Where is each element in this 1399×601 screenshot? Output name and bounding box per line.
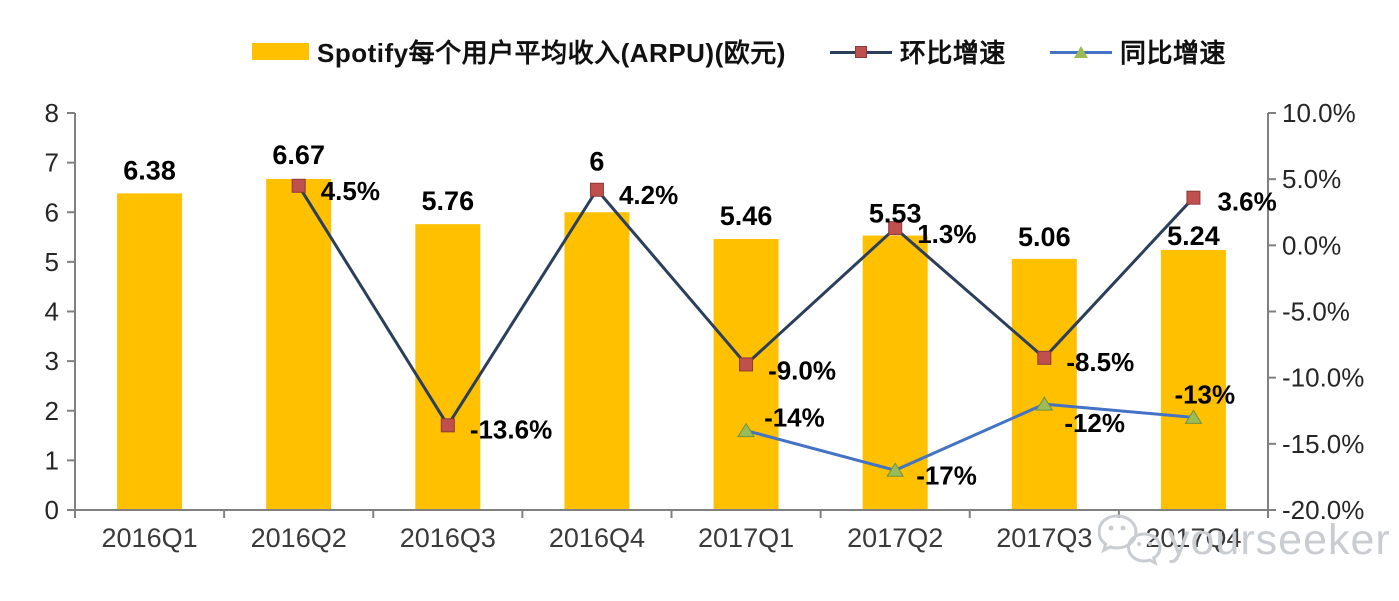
legend-label-qoq: 环比增速 <box>899 38 1006 68</box>
yoy-point-label: -13% <box>1174 379 1235 409</box>
x-axis-category-label: 2017Q1 <box>698 523 794 553</box>
arpu-bar <box>1160 249 1226 510</box>
qoq-marker <box>589 182 604 197</box>
chart-legend: Spotify每个用户平均收入(ARPU)(欧元) 环比增速 同比增速 <box>252 33 1226 70</box>
yoy-point-label: -14% <box>764 403 825 433</box>
yoy-marker <box>737 422 755 438</box>
yoy-point-label: -17% <box>916 460 977 490</box>
yoy-point-label: -12% <box>1064 408 1125 438</box>
qoq-marker <box>440 418 455 433</box>
right-axis-tick-label: -5.0% <box>1282 297 1350 327</box>
x-axis-category-label: 2017Q4 <box>1145 523 1241 553</box>
arpu-value-label: 5.24 <box>1167 221 1220 251</box>
arpu-value-label: 5.06 <box>1018 222 1071 252</box>
yoy-marker <box>886 462 905 477</box>
right-axis-tick-label: -10.0% <box>1282 363 1364 393</box>
legend-label-yoy: 同比增速 <box>1119 38 1226 68</box>
right-axis-tick-label: -15.0% <box>1282 429 1364 459</box>
right-axis-tick-label: 0.0% <box>1282 230 1341 260</box>
arpu-bar <box>117 193 183 510</box>
qoq-point-label: 1.3% <box>917 219 976 249</box>
x-axis-category-label: 2016Q1 <box>102 523 198 553</box>
x-axis-category-label: 2016Q3 <box>400 523 496 553</box>
arpu-value-label: 5.53 <box>869 199 922 229</box>
qoq-marker <box>888 221 903 236</box>
qoq-marker <box>1037 350 1052 365</box>
left-axis-tick-label: 0 <box>45 495 59 525</box>
qoq-point-label: -8.5% <box>1066 347 1134 377</box>
legend-label-arpu: Spotify每个用户平均收入(ARPU)(欧元) <box>317 38 786 68</box>
right-axis-tick-label: 10.0% <box>1282 98 1356 128</box>
right-axis-tick-label: 5.0% <box>1282 164 1341 194</box>
arpu-bar <box>415 224 481 510</box>
bar-swatch-icon <box>252 43 309 60</box>
x-axis-category-label: 2016Q4 <box>549 523 645 553</box>
line-square-swatch-icon <box>829 44 892 60</box>
left-axis-tick-label: 7 <box>45 148 59 178</box>
arpu-bar <box>1011 258 1077 510</box>
legend-item-qoq: 环比增速 <box>829 33 1006 70</box>
arpu-value-label: 6.38 <box>123 155 176 185</box>
qoq-point-label: -13.6% <box>470 414 552 444</box>
qoq-point-label: 3.6% <box>1217 187 1276 217</box>
qoq-point-label: -9.0% <box>768 355 836 385</box>
arpu-bar <box>564 212 630 510</box>
legend-item-yoy: 同比增速 <box>1049 33 1226 70</box>
line-triangle-swatch-icon <box>1049 44 1112 60</box>
left-axis-tick-label: 1 <box>45 445 59 475</box>
left-axis-tick-label: 6 <box>45 197 59 227</box>
arpu-value-label: 5.46 <box>720 201 773 231</box>
arpu-bar <box>266 179 332 510</box>
x-axis-category-label: 2017Q2 <box>847 523 943 553</box>
qoq-point-label: 4.2% <box>619 180 678 210</box>
x-axis-category-label: 2017Q3 <box>996 523 1092 553</box>
legend-item-arpu: Spotify每个用户平均收入(ARPU)(欧元) <box>252 33 786 70</box>
qoq-marker <box>739 357 754 372</box>
left-axis-tick-label: 5 <box>45 247 59 277</box>
arpu-value-label: 6 <box>589 146 604 176</box>
left-axis-tick-label: 8 <box>45 98 59 128</box>
arpu-value-label: 6.67 <box>272 140 325 170</box>
left-axis-tick-label: 3 <box>45 346 59 376</box>
x-axis-category-label: 2016Q2 <box>251 523 347 553</box>
qoq-marker <box>291 178 306 193</box>
left-axis-tick-label: 4 <box>45 297 59 327</box>
yoy-line <box>745 402 1194 472</box>
arpu-bar <box>713 239 779 511</box>
qoq-marker <box>1186 190 1201 205</box>
yoy-marker <box>1035 396 1054 411</box>
right-axis-tick-label: -20.0% <box>1282 495 1364 525</box>
yoy-marker <box>1184 409 1203 424</box>
qoq-point-label: 4.5% <box>321 176 380 206</box>
left-axis-tick-label: 2 <box>45 396 59 426</box>
arpu-value-label: 5.76 <box>422 186 475 216</box>
